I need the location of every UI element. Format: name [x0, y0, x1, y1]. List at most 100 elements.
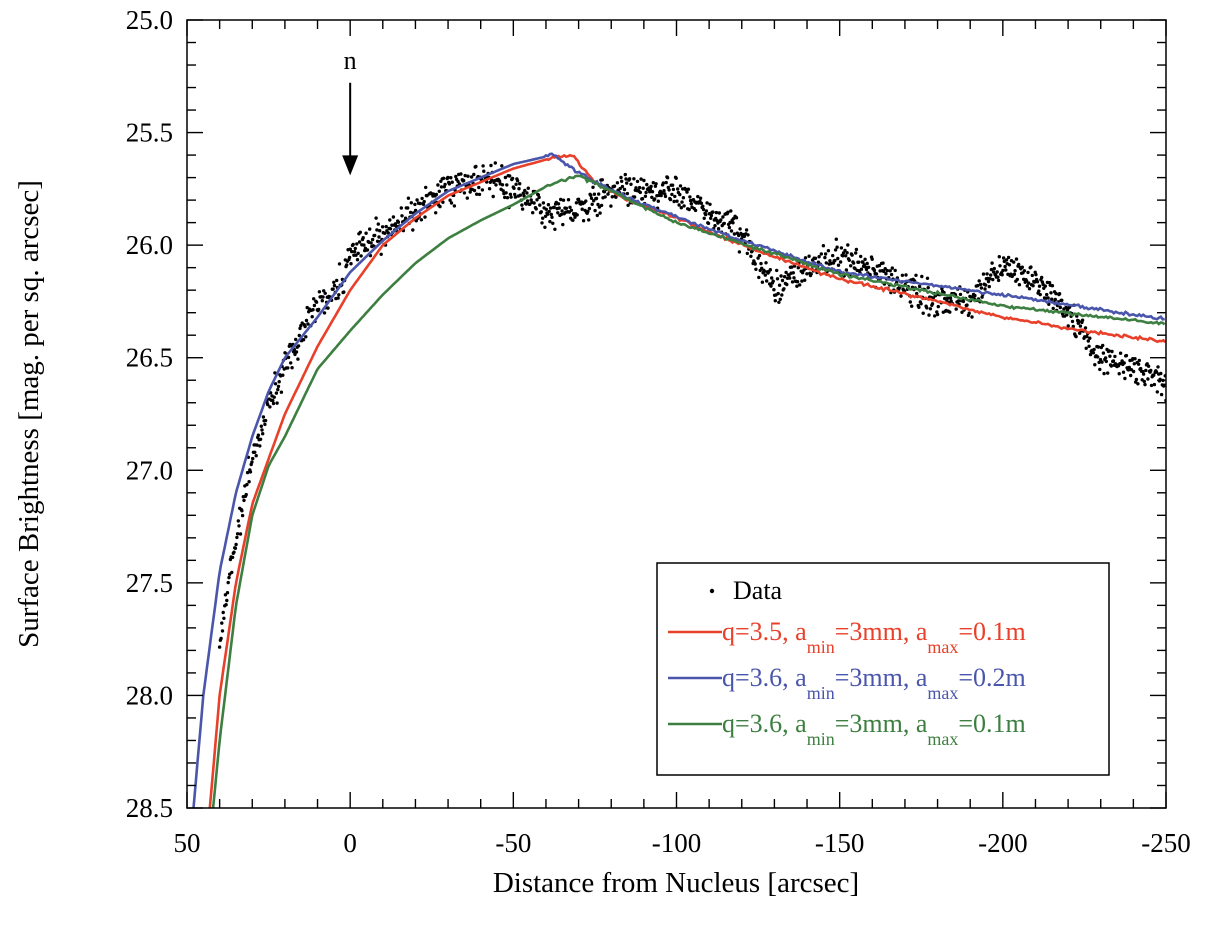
nucleus-annotation: n: [342, 46, 359, 176]
data-point: [337, 262, 342, 266]
data-point: [919, 302, 923, 306]
data-point: [738, 227, 742, 231]
data-point: [500, 164, 504, 168]
data-point: [760, 280, 765, 284]
data-point: [357, 240, 362, 244]
data-point: [849, 264, 853, 268]
data-point: [996, 278, 1001, 283]
data-point: [581, 219, 586, 223]
data-point: [1058, 305, 1063, 310]
data-point: [851, 261, 856, 265]
data-point: [261, 415, 266, 419]
data-point: [452, 204, 457, 208]
data-point: [744, 228, 749, 232]
data-point: [1086, 339, 1091, 343]
data-point: [592, 192, 597, 196]
data-point: [413, 202, 417, 207]
data-point: [489, 163, 493, 168]
data-point: [874, 272, 879, 276]
data-point: [549, 212, 553, 217]
data-point: [995, 270, 999, 274]
data-point: [635, 179, 640, 184]
data-point: [595, 213, 599, 218]
data-point: [1111, 359, 1116, 363]
data-point: [745, 251, 749, 256]
data-point: [859, 254, 863, 259]
data-point: [388, 227, 393, 231]
data-point: [253, 450, 257, 454]
data-point: [672, 199, 676, 204]
data-point: [462, 178, 466, 183]
data-point: [1034, 272, 1038, 277]
data-point: [704, 212, 708, 217]
data-point: [361, 236, 365, 240]
data-point: [930, 302, 935, 306]
data-point: [1100, 360, 1104, 364]
data-point: [276, 384, 281, 389]
data-point: [757, 253, 762, 258]
data-point: [1101, 343, 1105, 348]
data-point: [441, 176, 446, 180]
data-point: [336, 296, 340, 300]
data-point: [1012, 272, 1017, 276]
data-point: [862, 263, 866, 267]
data-point: [237, 524, 241, 528]
data-point: [603, 195, 607, 199]
data-point: [642, 178, 646, 183]
data-point: [654, 182, 658, 186]
data-point: [859, 267, 864, 271]
data-point: [988, 277, 992, 281]
data-point: [795, 280, 800, 284]
y-tick-label: 28.5: [126, 793, 173, 823]
data-point: [465, 196, 469, 200]
data-point: [925, 306, 929, 310]
data-point: [494, 183, 498, 187]
data-point: [823, 255, 827, 260]
data-point: [983, 287, 987, 291]
data-point: [599, 203, 604, 208]
data-point: [230, 555, 235, 560]
data-point: [833, 258, 837, 263]
data-point: [889, 272, 894, 277]
data-point: [780, 278, 785, 283]
data-point: [927, 313, 931, 317]
data-point: [717, 211, 721, 215]
data-point: [477, 192, 482, 197]
data-point: [1098, 367, 1102, 372]
data-point: [653, 197, 657, 201]
data-point: [597, 192, 601, 196]
data-point: [777, 300, 781, 304]
data-point: [1038, 292, 1042, 297]
data-point: [505, 183, 509, 187]
data-point: [926, 286, 930, 290]
data-point: [512, 186, 516, 190]
data-point: [704, 209, 709, 213]
data-point: [586, 209, 590, 214]
data-point: [1087, 344, 1091, 348]
data-point: [809, 272, 813, 276]
data-point: [575, 213, 579, 217]
data-point: [286, 355, 291, 360]
data-point: [591, 185, 595, 189]
y-axis-title: Surface Brightness [mag. per sq. arcsec]: [13, 180, 45, 648]
data-point: [544, 207, 548, 211]
data-point: [513, 195, 518, 199]
data-point: [737, 250, 742, 254]
data-point: [1085, 334, 1089, 339]
data-point: [826, 249, 831, 253]
data-point: [629, 182, 633, 186]
data-point: [1159, 392, 1164, 397]
data-point: [508, 192, 513, 196]
data-point: [762, 269, 767, 273]
data-point: [623, 172, 627, 177]
data-point: [546, 203, 551, 207]
data-point: [1037, 284, 1042, 288]
data-point: [244, 492, 248, 497]
data-point: [662, 189, 666, 193]
data-point: [956, 299, 961, 303]
data-point: [546, 212, 550, 216]
data-point: [961, 299, 966, 304]
data-point: [850, 253, 854, 257]
legend-entry: q=3.6, amin=3mm, amax=0.2m: [668, 663, 1026, 703]
data-point: [1013, 269, 1017, 273]
